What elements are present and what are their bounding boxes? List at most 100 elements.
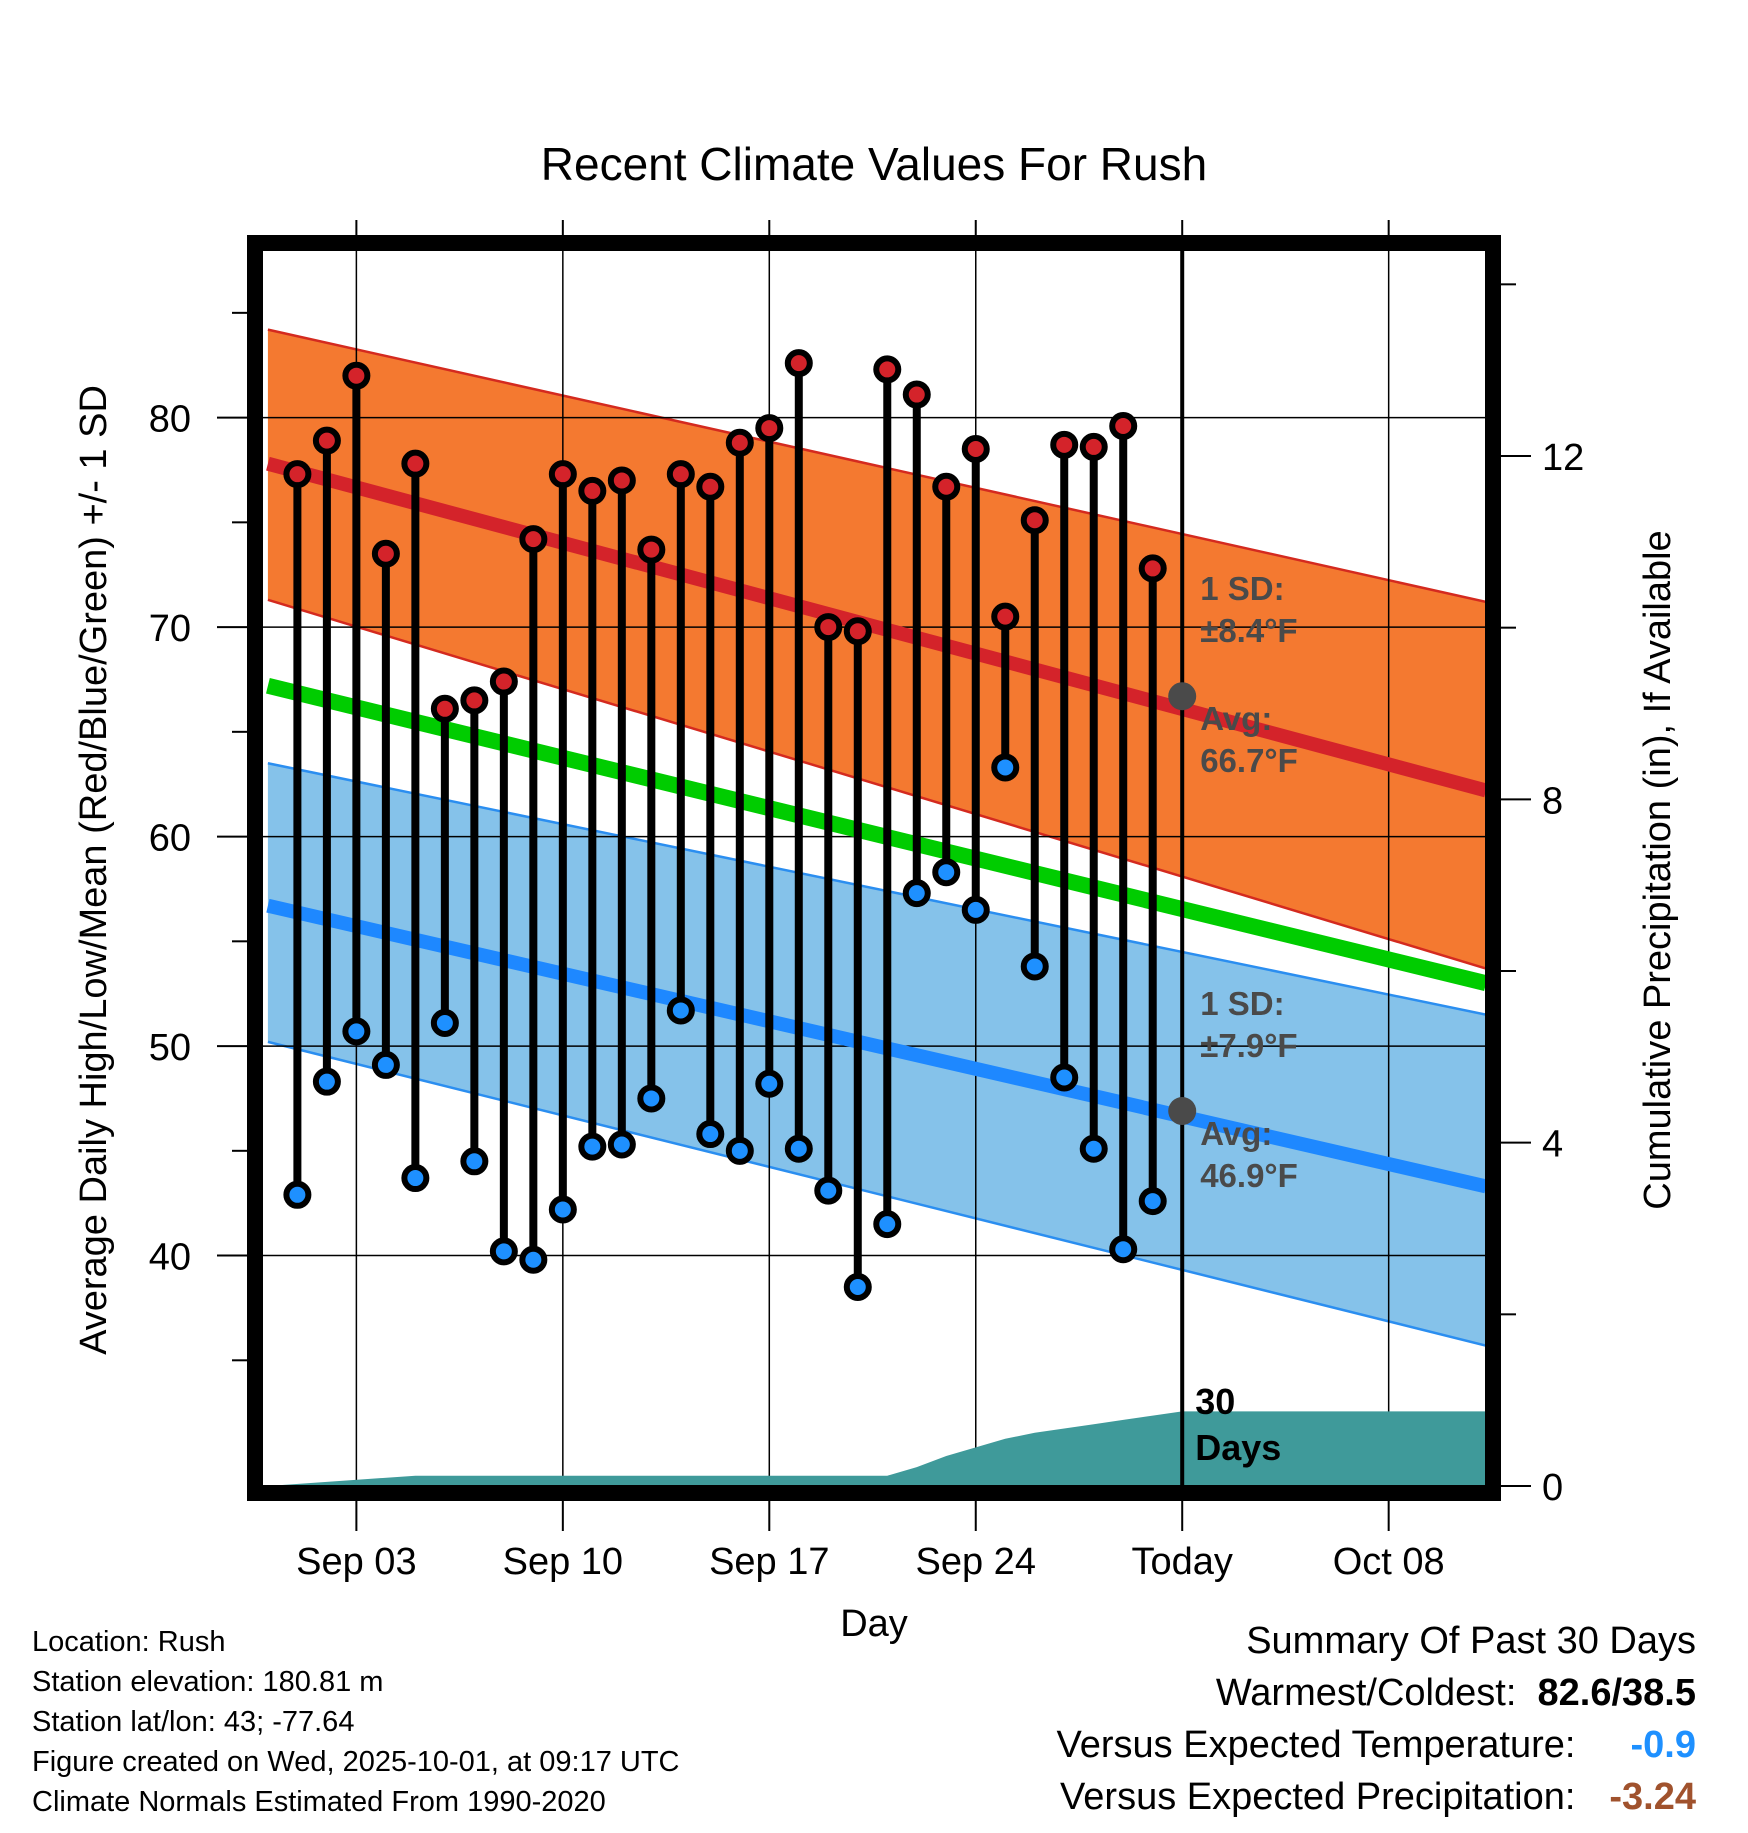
precip-diff-label: Versus Expected Precipitation: <box>1060 1776 1576 1818</box>
daily-low-point <box>902 879 931 908</box>
warm-cold-value: 82.6/38.5 <box>1537 1672 1696 1714</box>
daily-low-point <box>932 858 961 887</box>
y-tick-label-left: 50 <box>149 1027 191 1069</box>
daily-high-point <box>1109 411 1138 440</box>
normal-high-avg-line <box>266 456 1486 798</box>
station-info: Location: Rush Station elevation: 180.81… <box>32 1622 680 1822</box>
precip-area <box>267 1411 1486 1486</box>
daily-low-point <box>489 1237 518 1266</box>
daily-high-point <box>548 460 577 489</box>
daily-low-point <box>312 1067 341 1096</box>
daily-low-point <box>991 753 1020 782</box>
plot-inner <box>262 250 1486 1486</box>
daily-high-point <box>961 435 990 464</box>
daily-low-point <box>1079 1134 1108 1163</box>
x-tick-label: Sep 24 <box>916 1541 1036 1583</box>
daily-low-point <box>755 1069 784 1098</box>
daily-high-point <box>814 613 843 642</box>
daily-high-point <box>578 476 607 505</box>
daily-low-point <box>814 1176 843 1205</box>
y-axis-label-left: Average Daily High/Low/Mean (Red/Blue/Gr… <box>73 385 115 1355</box>
daily-high-point <box>873 355 902 384</box>
today-high-avg-marker <box>1168 682 1197 711</box>
daily-high-point <box>283 460 312 489</box>
daily-high-point <box>1050 430 1079 459</box>
daily-high-point <box>1138 554 1167 583</box>
x-tick-label: Oct 08 <box>1333 1541 1445 1583</box>
daily-low-point <box>607 1130 636 1159</box>
normals-text: Climate Normals Estimated From 1990-2020 <box>32 1786 606 1818</box>
daily-high-point <box>1079 432 1108 461</box>
low-sd-label: 1 SD: <box>1200 985 1284 1022</box>
summary-title: Summary Of Past 30 Days <box>1246 1620 1696 1662</box>
daily-low-point <box>460 1147 489 1176</box>
plot-frame <box>247 235 1501 1501</box>
daily-high-point <box>430 694 459 723</box>
daily-low-point <box>1020 952 1049 981</box>
daily-high-point <box>932 472 961 501</box>
y-tick-label-right: 4 <box>1542 1124 1563 1166</box>
temp-diff-label: Versus Expected Temperature: <box>1056 1724 1576 1766</box>
high-avg-value: 66.7°F <box>1200 742 1298 779</box>
y-tick-label-left: 70 <box>149 608 191 650</box>
daily-low-point <box>843 1272 872 1301</box>
daily-high-point <box>991 602 1020 631</box>
daily-low-point <box>342 1017 371 1046</box>
x-tick-label: Sep 03 <box>296 1541 416 1583</box>
x-tick-label: Today <box>1132 1541 1233 1583</box>
daily-low-point <box>1050 1063 1079 1092</box>
y-axis-label-right: Cumulative Precipitation (in), If Availa… <box>1637 530 1679 1209</box>
daily-low-point <box>873 1210 902 1239</box>
summary-warm-cold: Warmest/Coldest: 82.6/38.5 <box>1057 1667 1696 1719</box>
summary-temp: Versus Expected Temperature: -0.9 <box>1057 1719 1696 1771</box>
daily-high-point <box>755 414 784 443</box>
warm-cold-label: Warmest/Coldest: <box>1215 1672 1517 1714</box>
daily-low-point <box>371 1050 400 1079</box>
daily-low-point <box>1109 1235 1138 1264</box>
low-avg-label: Avg: <box>1200 1115 1272 1152</box>
daily-high-point <box>607 466 636 495</box>
daily-high-point <box>342 361 371 390</box>
plot-area: 1 SD: ±8.4°F Avg: 66.7°F 1 SD: ±7.9°F Avg: 46.9… <box>149 220 1584 1583</box>
daily-low-point <box>961 895 990 924</box>
daily-low-point <box>637 1084 666 1113</box>
low-avg-value: 46.9°F <box>1200 1157 1298 1194</box>
location-text: Location: Rush <box>32 1626 226 1658</box>
daily-high-point <box>902 380 931 409</box>
daily-low-point <box>696 1120 725 1149</box>
daily-high-point <box>784 349 813 378</box>
y-tick-label-left: 60 <box>149 818 191 860</box>
y-tick-label-right: 12 <box>1542 437 1584 479</box>
daily-low-point <box>666 996 695 1025</box>
low-sd-value: ±7.9°F <box>1200 1027 1297 1064</box>
high-avg-label: Avg: <box>1200 700 1272 737</box>
today-low-avg-marker <box>1168 1097 1197 1126</box>
chart-title: Recent Climate Values For Rush <box>541 138 1207 190</box>
daily-high-point <box>519 525 548 554</box>
today-days-label: Days <box>1195 1427 1281 1468</box>
daily-low-point <box>548 1195 577 1224</box>
elevation-text: Station elevation: 180.81 m <box>32 1666 384 1698</box>
normal-high-band-lower-edge <box>267 598 1486 970</box>
daily-low-point <box>519 1245 548 1274</box>
daily-high-point <box>460 686 489 715</box>
summary-panel: Summary Of Past 30 Days Warmest/Coldest:… <box>1057 1615 1696 1823</box>
normal-high-band-upper-edge <box>267 328 1486 604</box>
daily-high-point <box>725 428 754 457</box>
temp-diff-value: -0.9 <box>1630 1724 1696 1766</box>
x-tick-label: Sep 17 <box>709 1541 829 1583</box>
daily-low-point <box>283 1180 312 1209</box>
created-text: Figure created on Wed, 2025-10-01, at 09… <box>32 1746 680 1778</box>
high-sd-value: ±8.4°F <box>1200 612 1297 649</box>
daily-low-point <box>1138 1187 1167 1216</box>
x-axis-label: Day <box>840 1603 908 1645</box>
daily-low-point <box>578 1132 607 1161</box>
daily-high-point <box>312 426 341 455</box>
y-tick-label-left: 80 <box>149 399 191 441</box>
y-tick-label-right: 8 <box>1542 780 1563 822</box>
summary-precip: Versus Expected Precipitation: -3.24 <box>1057 1771 1696 1823</box>
daily-high-point <box>1020 506 1049 535</box>
x-tick-label: Sep 10 <box>503 1541 623 1583</box>
